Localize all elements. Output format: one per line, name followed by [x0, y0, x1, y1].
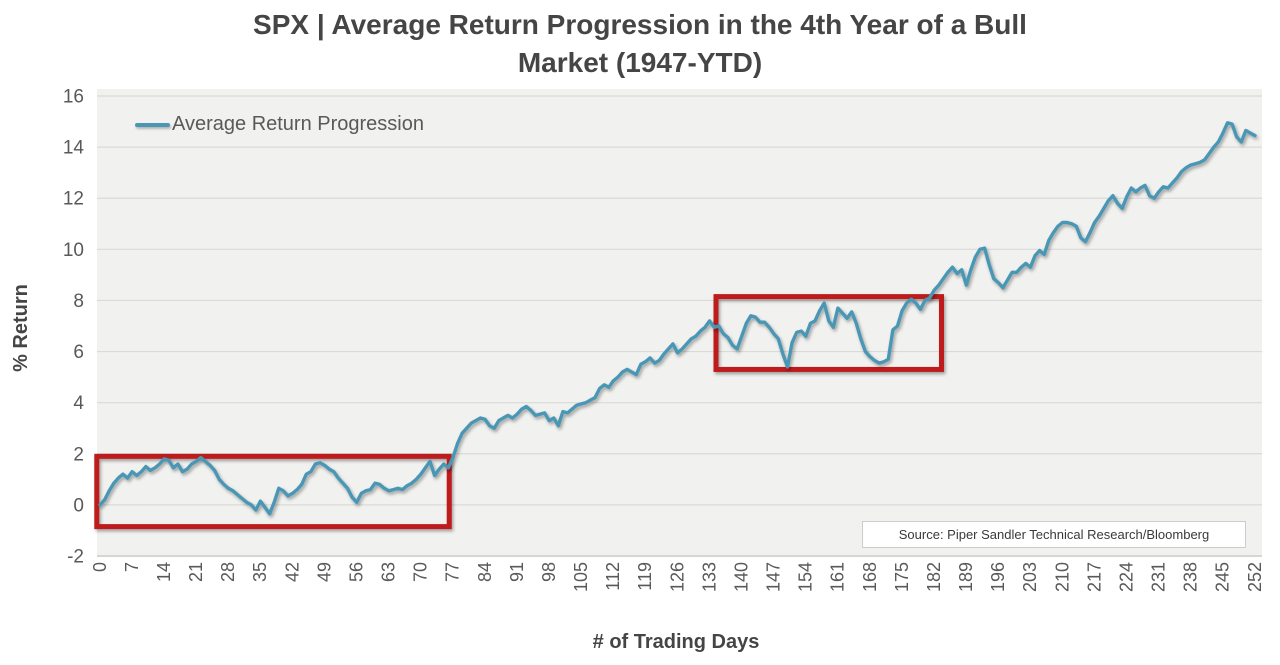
legend: Average Return Progression — [135, 113, 424, 136]
x-tick-label-98: 98 — [539, 562, 559, 582]
x-tick-label-14: 14 — [154, 562, 174, 582]
x-tick-label-56: 56 — [346, 562, 366, 582]
annotation-box-2 — [713, 294, 944, 372]
x-tick-label-126: 126 — [667, 562, 687, 592]
annotation-box-1 — [94, 453, 452, 530]
x-tick-label-112: 112 — [603, 562, 623, 591]
x-tick-label-161: 161 — [828, 562, 848, 592]
y-tick-label-12: 12 — [63, 189, 84, 210]
x-tick-label-21: 21 — [186, 562, 206, 582]
x-tick-label-175: 175 — [892, 562, 912, 592]
x-tick-label-245: 245 — [1213, 562, 1233, 592]
x-tick-label-133: 133 — [699, 562, 719, 592]
y-tick-label-16: 16 — [63, 87, 84, 108]
y-tick-label-0: 0 — [73, 495, 84, 516]
x-tick-label-77: 77 — [443, 562, 463, 582]
x-tick-label-154: 154 — [796, 562, 816, 592]
x-tick-label-210: 210 — [1052, 562, 1072, 592]
x-tick-label-70: 70 — [411, 562, 431, 582]
x-tick-label-42: 42 — [282, 562, 302, 582]
x-tick-label-196: 196 — [988, 562, 1008, 592]
source-note: Source: Piper Sandler Technical Research… — [862, 521, 1246, 548]
x-tick-label-182: 182 — [924, 562, 944, 592]
legend-label: Average Return Progression — [172, 113, 424, 135]
chart-title-line-1: SPX | Average Return Progression in the … — [253, 9, 1027, 40]
y-tick-label-2: 2 — [73, 444, 84, 465]
y-tick-label-14: 14 — [63, 138, 85, 159]
y-tick-label-8: 8 — [73, 291, 84, 312]
x-tick-label-203: 203 — [1020, 562, 1040, 592]
y-tick-label--2: -2 — [67, 547, 84, 568]
y-tick-label-4: 4 — [73, 393, 84, 414]
x-tick-label-168: 168 — [860, 562, 880, 592]
x-tick-label-63: 63 — [379, 562, 399, 582]
x-tick-label-0: 0 — [90, 562, 110, 572]
x-tick-label-252: 252 — [1245, 562, 1265, 592]
x-tick-label-140: 140 — [731, 562, 751, 592]
y-axis-title: % Return — [10, 284, 32, 372]
x-tick-label-147: 147 — [764, 562, 784, 592]
x-tick-label-49: 49 — [314, 562, 334, 582]
chart-title-line-2: Market (1947-YTD) — [517, 47, 763, 78]
chart-title: SPX | Average Return Progression in the … — [0, 6, 1280, 82]
x-axis-title: # of Trading Days — [592, 631, 760, 653]
x-tick-label-91: 91 — [507, 562, 527, 582]
x-tick-label-35: 35 — [250, 562, 270, 582]
y-tick-label-10: 10 — [63, 240, 84, 261]
y-tick-label-6: 6 — [73, 342, 84, 363]
x-tick-label-7: 7 — [122, 562, 142, 572]
x-tick-label-231: 231 — [1149, 562, 1169, 592]
x-tick-label-84: 84 — [475, 562, 495, 582]
x-tick-label-105: 105 — [571, 562, 591, 592]
x-tick-label-217: 217 — [1084, 562, 1104, 592]
plot-background — [97, 89, 1262, 557]
x-tick-label-28: 28 — [218, 562, 238, 582]
x-tick-label-189: 189 — [956, 562, 976, 592]
x-tick-label-238: 238 — [1181, 562, 1201, 592]
x-tick-label-119: 119 — [635, 562, 655, 591]
legend-line-swatch — [135, 122, 170, 127]
series-line — [98, 121, 1257, 516]
x-tick-label-224: 224 — [1116, 562, 1136, 592]
